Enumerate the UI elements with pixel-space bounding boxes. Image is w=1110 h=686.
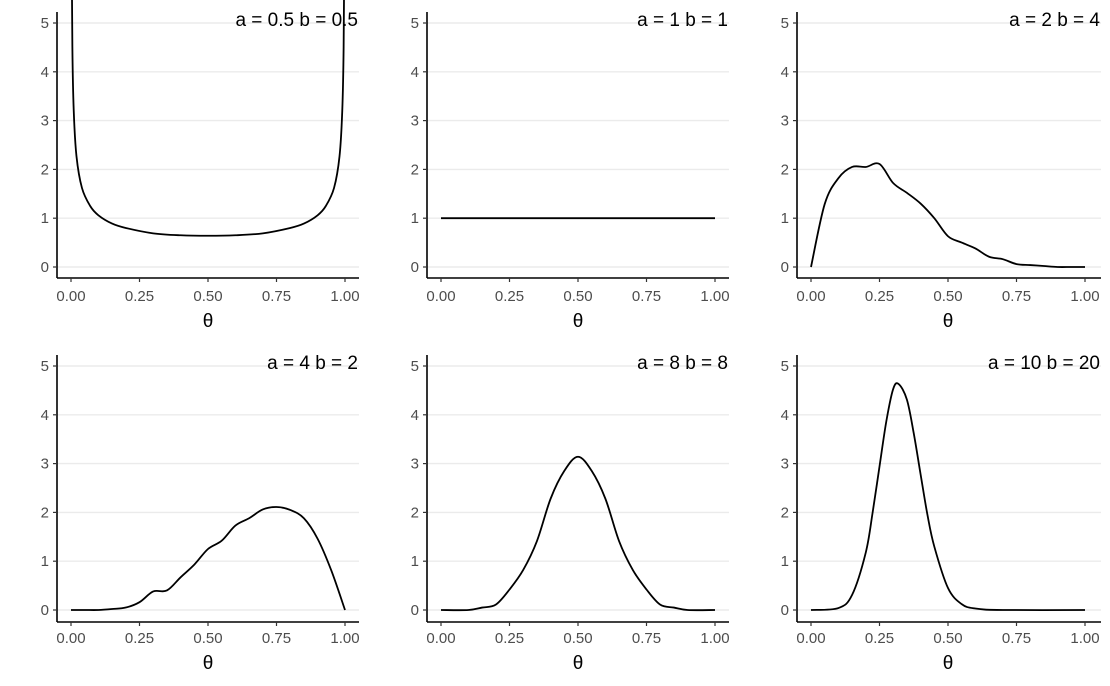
x-tick-label: 0.25: [865, 630, 894, 647]
y-tick-label: 4: [411, 64, 419, 81]
x-axis-title: θ: [573, 653, 584, 674]
panel-title: a = 0.5 b = 0.5: [235, 10, 358, 31]
y-tick-label: 4: [411, 407, 419, 424]
density-curve: [810, 382, 1086, 612]
panel-0: 0 1 2 3 4 5 0.00 0.25 0.50 0.75 1.00 θ a = 0.5 b = 0…: [41, 0, 360, 332]
x-axis-title: θ: [203, 653, 214, 674]
x-tick-label: 1.00: [700, 288, 729, 305]
y-tick-label: 2: [41, 161, 49, 178]
y-tick-label: 0: [41, 259, 49, 276]
y-tick-label: 2: [411, 504, 419, 521]
y-tick-label: 2: [411, 161, 419, 178]
x-tick-label: 0.00: [56, 630, 85, 647]
x-tick-label: 0.75: [632, 630, 661, 647]
y-tick-label: 5: [41, 358, 49, 375]
panel-title: a = 2 b = 4: [1009, 10, 1100, 31]
density-curve: [71, 506, 346, 611]
y-tick-label: 1: [411, 210, 419, 227]
x-tick-label: 1.00: [700, 630, 729, 647]
x-tick-label: 0.25: [495, 630, 524, 647]
x-axis-title: θ: [573, 311, 584, 332]
y-tick-label: 2: [781, 161, 789, 178]
x-tick-label: 0.00: [796, 288, 825, 305]
y-tick-label: 4: [41, 64, 49, 81]
y-tick-label: 0: [41, 602, 49, 619]
x-tick-label: 1.00: [1070, 630, 1099, 647]
y-tick-label: 1: [41, 553, 49, 570]
x-tick-label: 0.50: [193, 288, 222, 305]
x-tick-label: 0.50: [193, 630, 222, 647]
y-tick-label: 1: [781, 210, 789, 227]
x-tick-label: 0.50: [933, 288, 962, 305]
x-tick-label: 0.00: [426, 288, 455, 305]
density-curve: [810, 162, 1085, 268]
x-tick-label: 0.00: [426, 630, 455, 647]
x-tick-label: 0.25: [495, 288, 524, 305]
x-tick-label: 0.25: [125, 630, 154, 647]
panel-2: 0 1 2 3 4 5 0.00 0.25 0.50 0.75 1.00 θ a = 2 b = 4: [781, 10, 1101, 332]
panel-1: 0 1 2 3 4 5 0.00 0.25 0.50 0.75 1.00 θ a = 1 b = 1: [411, 10, 730, 332]
y-tick-label: 1: [781, 553, 789, 570]
panel-4: 0 1 2 3 4 5 0.00 0.25 0.50 0.75 1.00 θ a = 8 b = 8: [411, 353, 730, 674]
y-tick-label: 3: [781, 113, 789, 130]
y-tick-label: 0: [411, 602, 419, 619]
x-tick-label: 0.75: [262, 630, 291, 647]
x-tick-label: 0.50: [563, 288, 592, 305]
panel-3: 0 1 2 3 4 5 0.00 0.25 0.50 0.75 1.00 θ a = 4 b = 2: [41, 353, 360, 674]
y-tick-label: 5: [41, 15, 49, 32]
x-tick-label: 0.00: [796, 630, 825, 647]
y-tick-label: 4: [781, 64, 789, 81]
density-curve: [71, 0, 345, 237]
x-tick-label: 0.25: [125, 288, 154, 305]
y-tick-label: 0: [411, 259, 419, 276]
x-tick-label: 1.00: [330, 630, 359, 647]
y-tick-label: 0: [781, 259, 789, 276]
panel-title: a = 4 b = 2: [267, 353, 358, 374]
y-tick-label: 0: [781, 602, 789, 619]
x-tick-label: 0.25: [865, 288, 894, 305]
x-axis-title: θ: [943, 311, 954, 332]
x-axis-title: θ: [203, 311, 214, 332]
y-tick-label: 2: [781, 504, 789, 521]
x-tick-label: 0.50: [563, 630, 592, 647]
y-tick-label: 1: [41, 210, 49, 227]
y-tick-label: 4: [41, 407, 49, 424]
y-tick-label: 2: [41, 504, 49, 521]
y-tick-label: 5: [781, 15, 789, 32]
panel-title: a = 8 b = 8: [637, 353, 728, 374]
x-tick-label: 0.50: [933, 630, 962, 647]
y-tick-label: 3: [41, 456, 49, 473]
y-tick-label: 5: [411, 15, 419, 32]
y-tick-label: 5: [781, 358, 789, 375]
panel-title: a = 10 b = 20: [988, 353, 1100, 374]
panel-title: a = 1 b = 1: [637, 10, 728, 31]
y-tick-label: 3: [411, 113, 419, 130]
y-tick-label: 4: [781, 407, 789, 424]
y-tick-label: 1: [411, 553, 419, 570]
x-tick-label: 0.75: [632, 288, 661, 305]
x-tick-label: 0.00: [56, 288, 85, 305]
x-axis-title: θ: [943, 653, 954, 674]
y-tick-label: 5: [411, 358, 419, 375]
panel-5: 0 1 2 3 4 5 0.00 0.25 0.50 0.75 1.00 θ a = 10 b = 20: [781, 353, 1101, 674]
density-curve: [440, 455, 716, 612]
x-tick-label: 0.75: [1002, 630, 1031, 647]
y-tick-label: 3: [781, 456, 789, 473]
x-tick-label: 1.00: [330, 288, 359, 305]
x-tick-label: 1.00: [1070, 288, 1099, 305]
x-tick-label: 0.75: [1002, 288, 1031, 305]
y-tick-label: 3: [411, 456, 419, 473]
y-tick-label: 3: [41, 113, 49, 130]
x-tick-label: 0.75: [262, 288, 291, 305]
